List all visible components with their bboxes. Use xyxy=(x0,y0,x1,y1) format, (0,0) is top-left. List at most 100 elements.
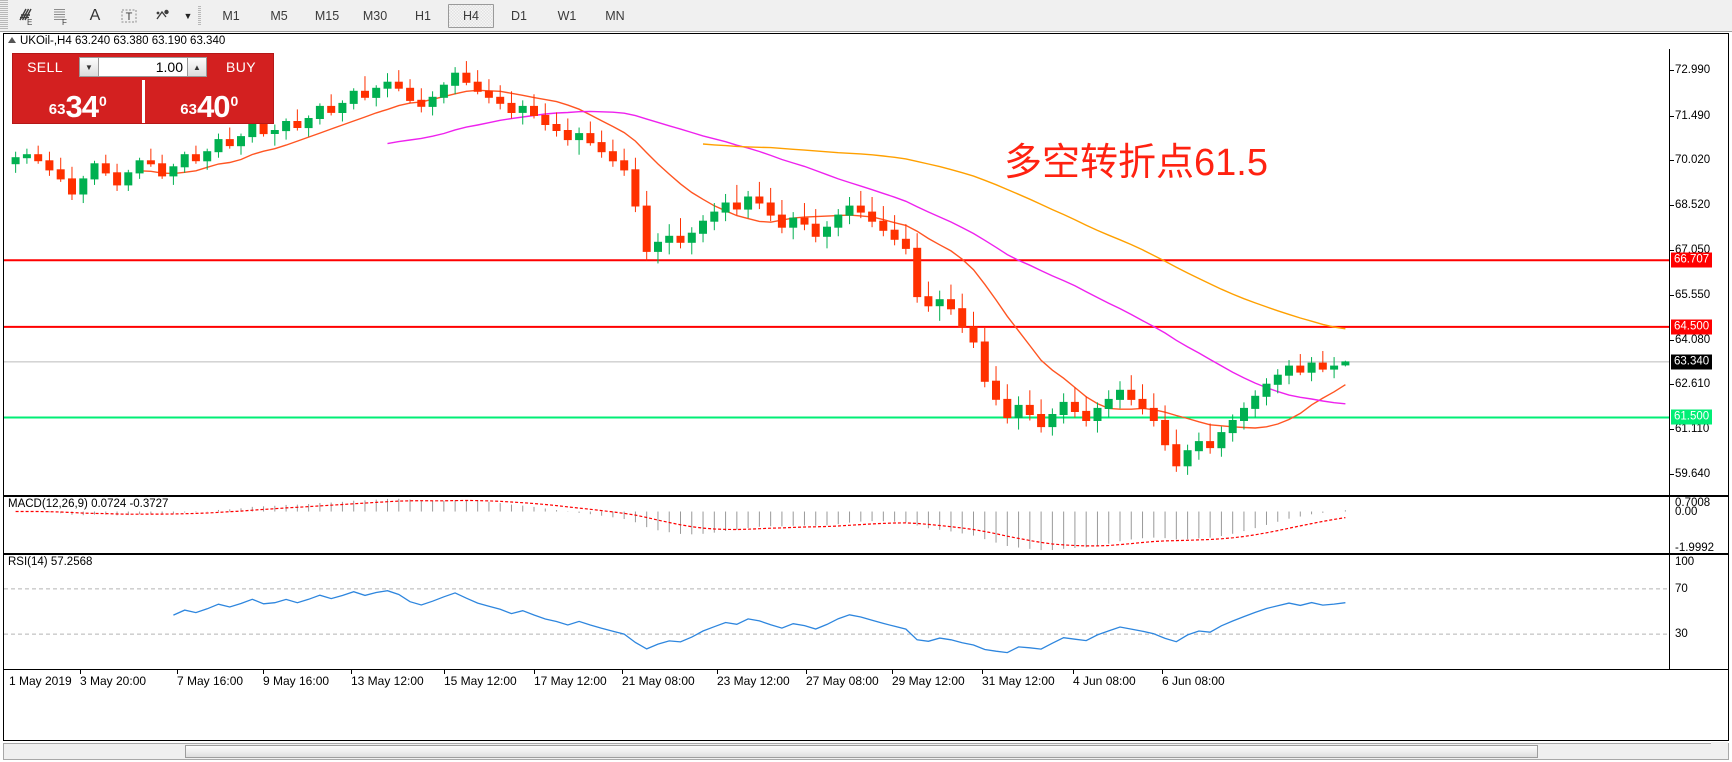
resistance-tag-66707[interactable]: 66.707 xyxy=(1671,252,1713,268)
indicators-list-icon[interactable]: F xyxy=(44,2,78,30)
sell-price-point: 0 xyxy=(98,93,107,109)
time-axis-tick xyxy=(351,670,352,674)
macd-chart-svg xyxy=(15,498,1346,551)
time-axis-tick xyxy=(177,670,178,674)
support-tag-61500[interactable]: 61.500 xyxy=(1671,409,1713,425)
macd-plot-area[interactable] xyxy=(4,497,1669,553)
macd-axis-label-1: 0.00 xyxy=(1675,505,1698,518)
price-tick xyxy=(1670,70,1674,72)
price-tick-label-6: 64.080 xyxy=(1675,333,1711,346)
rsi-plot-area[interactable] xyxy=(4,555,1669,669)
rsi-line xyxy=(173,590,1346,654)
one-click-trade-panel[interactable]: SELL ▼ 1.00 ▲ BUY 63 34 0 63 40 0 xyxy=(12,53,274,124)
chart-window[interactable]: UKOil-,H4 63.240 63.380 63.190 63.340 多空… xyxy=(3,33,1729,741)
toolbar-separator xyxy=(196,5,203,27)
time-axis-tick xyxy=(534,670,535,674)
ma-line-MA-mid xyxy=(387,110,1346,405)
macd-histogram xyxy=(26,498,1346,551)
time-axis-tick xyxy=(806,670,807,674)
drawing-objects-icon[interactable] xyxy=(146,2,180,30)
timeframe-mn[interactable]: MN xyxy=(605,8,625,23)
time-axis-label-9: 27 May 08:00 xyxy=(806,674,879,688)
macd-axis-label-0: 0.7008 xyxy=(1675,497,1711,509)
price-tick xyxy=(1670,473,1674,475)
volume-decrease-button[interactable]: ▼ xyxy=(79,57,99,77)
collapse-triangle-icon[interactable] xyxy=(8,37,16,43)
rsi-chart-svg xyxy=(4,588,1669,654)
price-tick-label-2: 70.020 xyxy=(1675,154,1711,167)
time-axis[interactable]: 1 May 2019 3 May 20:00 7 May 16:00 9 May 16… xyxy=(4,669,1728,705)
price-tick-label-3: 68.520 xyxy=(1675,199,1711,212)
rsi-axis-label-1: 70 xyxy=(1675,582,1688,595)
price-tick-label-5: 65.550 xyxy=(1675,289,1711,302)
ma-line-MA-slow xyxy=(702,143,1346,330)
toolbar-grip[interactable] xyxy=(0,0,8,30)
price-tick xyxy=(1670,249,1674,251)
scrollbar-thumb[interactable] xyxy=(185,745,1539,758)
price-tick xyxy=(1670,160,1674,162)
volume-increase-button[interactable]: ▲ xyxy=(187,57,207,77)
price-pane[interactable]: 多空转折点61.5 72.990 71.490 70.020 68.520 67.050… xyxy=(4,49,1728,496)
buy-price-display[interactable]: 63 40 0 xyxy=(141,80,274,123)
timeframe-m15[interactable]: M15 xyxy=(314,8,340,23)
price-tick-label-9: 59.640 xyxy=(1675,467,1711,480)
timeframe-m30[interactable]: M30 xyxy=(362,8,388,23)
volume-input[interactable]: 1.00 xyxy=(99,57,187,77)
time-axis-label-10: 29 May 12:00 xyxy=(892,674,965,688)
price-tick-label-7: 62.610 xyxy=(1675,377,1711,390)
horizontal-scrollbar[interactable] xyxy=(3,742,1729,760)
price-plot-area[interactable]: 多空转折点61.5 xyxy=(4,49,1669,495)
time-axis-label-12: 4 Jun 08:00 xyxy=(1073,674,1136,688)
time-axis-label-13: 6 Jun 08:00 xyxy=(1162,674,1225,688)
timeframe-d1[interactable]: D1 xyxy=(511,8,527,23)
timeframe-w1[interactable]: W1 xyxy=(557,8,577,23)
time-axis-tick xyxy=(982,670,983,674)
svg-text:T: T xyxy=(126,11,133,23)
price-tick xyxy=(1670,295,1674,297)
time-axis-label-8: 23 May 12:00 xyxy=(717,674,790,688)
price-tick xyxy=(1670,383,1674,385)
text-label-icon[interactable]: A xyxy=(89,6,101,24)
volume-spinner[interactable]: ▼ 1.00 ▲ xyxy=(79,57,207,77)
time-axis-tick xyxy=(444,670,445,674)
time-axis-label-0: 1 May 2019 xyxy=(9,674,72,688)
time-axis-label-1: 3 May 20:00 xyxy=(80,674,147,688)
time-axis-tick xyxy=(263,670,264,674)
time-axis-label-11: 31 May 12:00 xyxy=(982,674,1055,688)
objects-dropdown-icon[interactable]: ▼ xyxy=(183,10,193,21)
timeframe-h1[interactable]: H1 xyxy=(415,8,431,23)
timeframe-h4[interactable]: H4 xyxy=(448,3,494,28)
sell-price-display[interactable]: 63 34 0 xyxy=(13,80,142,123)
expert-advisors-icon[interactable]: E xyxy=(10,2,44,30)
time-axis-label-2: 7 May 16:00 xyxy=(177,674,244,688)
symbol-quote-line: UKOil-,H4 63.240 63.380 63.190 63.340 xyxy=(4,34,1728,49)
main-toolbar: E F A T ▼ M1 M5 M15 M30 H1 H4 D1 W1 MN xyxy=(0,0,1732,32)
sell-button[interactable]: SELL xyxy=(27,59,63,75)
time-axis-label-5: 15 May 12:00 xyxy=(444,674,517,688)
time-axis-label-4: 13 May 12:00 xyxy=(351,674,424,688)
macd-label: MACD(12,26,9) 0.0724 -0.3727 xyxy=(8,498,169,510)
buy-price-integer: 63 xyxy=(180,101,197,118)
timeframe-m5[interactable]: M5 xyxy=(270,8,288,23)
rsi-label: RSI(14) 57.2568 xyxy=(8,556,93,568)
svg-text:F: F xyxy=(62,18,67,26)
last-price-tag[interactable]: 63.340 xyxy=(1671,354,1713,370)
timeframe-m1[interactable]: M1 xyxy=(222,8,240,23)
macd-pane[interactable]: MACD(12,26,9) 0.0724 -0.3727 0.7008 0.00 -… xyxy=(4,496,1728,554)
svg-text:E: E xyxy=(27,18,32,26)
price-tick-label-1: 71.490 xyxy=(1675,109,1711,122)
text-object-icon[interactable]: T xyxy=(112,2,146,30)
price-tick-label-0: 72.990 xyxy=(1675,64,1711,77)
price-chart-svg xyxy=(4,61,1669,475)
time-axis-label-7: 21 May 08:00 xyxy=(622,674,695,688)
buy-button[interactable]: BUY xyxy=(226,59,256,75)
resistance-tag-64500[interactable]: 64.500 xyxy=(1671,319,1713,335)
time-axis-tick xyxy=(1162,670,1163,674)
macd-signal-line xyxy=(15,499,1346,547)
price-axis[interactable]: 72.990 71.490 70.020 68.520 67.050 65.550 64.0… xyxy=(1669,49,1728,495)
rsi-axis: 100 70 30 xyxy=(1669,555,1728,669)
rsi-pane[interactable]: RSI(14) 57.2568 100 70 30 1 May 2019 3 May … xyxy=(4,554,1728,705)
sell-price-main: 34 xyxy=(65,89,98,124)
time-axis-tick xyxy=(80,670,81,674)
time-axis-label-6: 17 May 12:00 xyxy=(534,674,607,688)
